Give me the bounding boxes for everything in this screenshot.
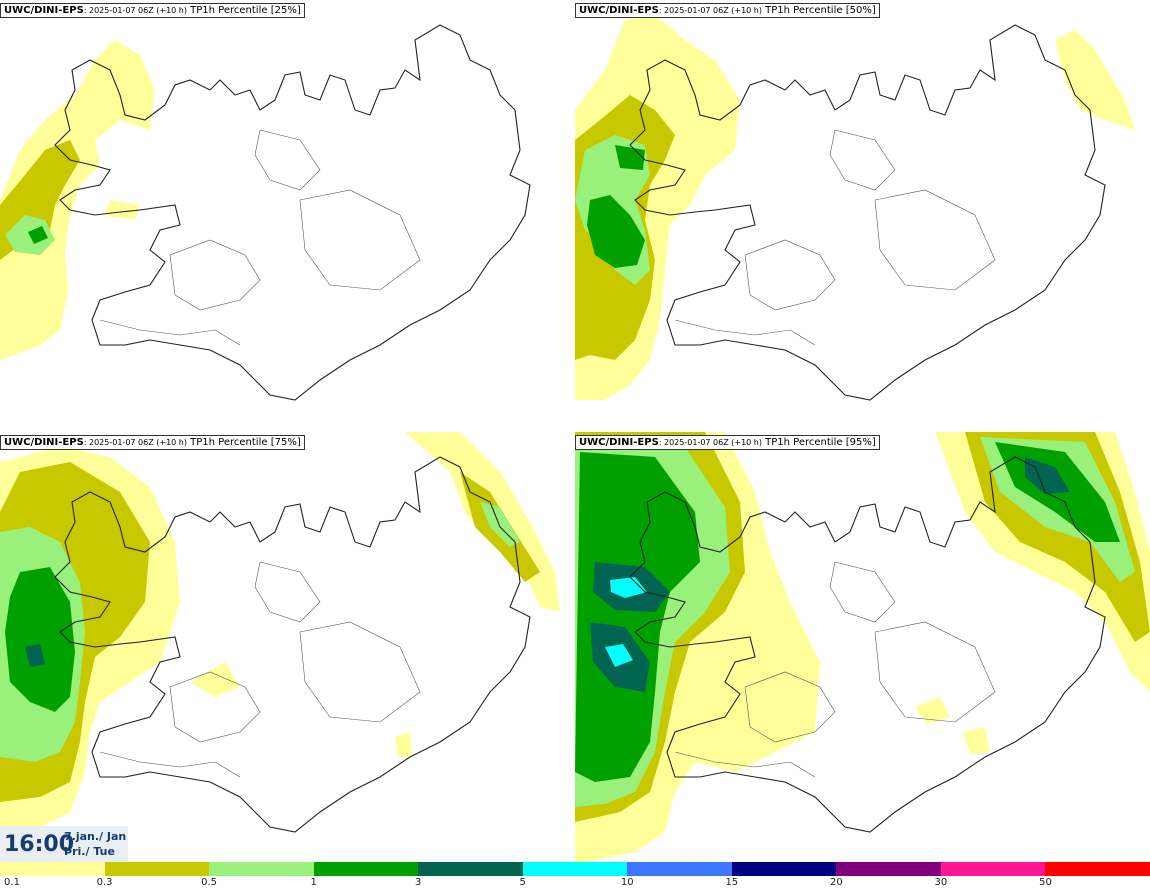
precip-area <box>395 732 412 757</box>
valid-time-box: 16:00 7.jan./ Jan Þri./ Tue <box>0 826 128 862</box>
boundary-line <box>674 751 816 778</box>
field-name: TP1h Percentile [25%] <box>186 5 301 16</box>
model-name: UWC/DINI-EPS <box>579 5 659 16</box>
legend-swatch <box>104 862 210 876</box>
legend-tick-label: 30 <box>934 877 948 888</box>
coastline <box>54 24 531 401</box>
precip-area <box>915 697 950 724</box>
boundary-line <box>874 189 996 291</box>
legend-swatch <box>731 862 837 876</box>
precip-area <box>25 644 45 667</box>
legend-swatch <box>209 862 314 876</box>
legend-swatch <box>836 862 941 876</box>
boundary-line <box>829 561 896 623</box>
run-info: : 2025-01-07 06Z (+10 h) <box>83 6 187 15</box>
boundary-line <box>674 319 816 346</box>
boundary-line <box>99 751 241 778</box>
precip-area <box>1055 30 1135 130</box>
field-name: TP1h Percentile [95%] <box>761 437 876 448</box>
precip-area <box>480 502 520 547</box>
precip-area <box>1025 457 1070 494</box>
boundary-line <box>169 671 261 743</box>
precip-map <box>575 432 1150 864</box>
legend-tick-label: 50 <box>1039 877 1052 888</box>
precip-map <box>575 15 1135 401</box>
map-panel-p50: UWC/DINI-EPS: 2025-01-07 06Z (+10 h) TP1… <box>575 0 1150 432</box>
legend-tick-label: 1 <box>310 877 317 888</box>
coastline <box>629 24 1106 401</box>
field-name: TP1h Percentile [75%] <box>186 437 301 448</box>
legend-tick-label: 10 <box>620 877 634 888</box>
precip-map <box>0 432 560 833</box>
model-name: UWC/DINI-EPS <box>4 5 84 16</box>
boundary-line <box>299 189 421 291</box>
legend-colorbar <box>0 862 1150 876</box>
precip-area <box>615 145 645 170</box>
legend-swatch <box>1045 862 1150 876</box>
panel-title: UWC/DINI-EPS: 2025-01-07 06Z (+10 h) TP1… <box>0 3 305 18</box>
boundary-line <box>829 129 896 191</box>
legend-swatch <box>0 862 105 876</box>
precip-area <box>587 195 645 268</box>
legend-tick-label: 0.3 <box>96 877 113 888</box>
map-panel-p95: UWC/DINI-EPS: 2025-01-07 06Z (+10 h) TP1… <box>575 432 1150 864</box>
boundary-line <box>169 239 261 311</box>
precip-map <box>0 24 531 401</box>
valid-hour: 16:00 <box>4 832 75 857</box>
precip-area <box>5 567 75 712</box>
boundary-line <box>254 129 321 191</box>
precip-area <box>575 452 700 782</box>
legend-ticks: 0.1 0.3 0.5 1 3 5 10 15 20 30 50 <box>0 877 1150 891</box>
panel-title: UWC/DINI-EPS: 2025-01-07 06Z (+10 h) TP1… <box>575 435 880 450</box>
legend-tick-label: 3 <box>414 877 422 888</box>
coastline <box>54 456 531 833</box>
boundary-line <box>299 621 421 723</box>
legend-swatch <box>313 862 419 876</box>
legend-tick-label: 20 <box>829 877 843 888</box>
model-name: UWC/DINI-EPS <box>579 437 659 448</box>
precip-area <box>605 644 633 667</box>
precip-area <box>105 200 140 220</box>
field-name: TP1h Percentile [50%] <box>761 5 876 16</box>
legend-swatch <box>522 862 628 876</box>
map-panel-p25: UWC/DINI-EPS: 2025-01-07 06Z (+10 h) TP1… <box>0 0 575 432</box>
model-name: UWC/DINI-EPS <box>4 437 84 448</box>
coastline <box>629 456 1106 833</box>
boundary-line <box>874 621 996 723</box>
legend-tick-label: 0.5 <box>201 877 218 888</box>
legend-swatch <box>940 862 1046 876</box>
valid-weekday: Þri./ Tue <box>64 845 115 858</box>
precip-area <box>963 727 990 754</box>
precip-area <box>610 577 647 598</box>
run-info: : 2025-01-07 06Z (+10 h) <box>83 438 187 447</box>
panel-title: UWC/DINI-EPS: 2025-01-07 06Z (+10 h) TP1… <box>0 435 305 450</box>
precip-area <box>0 40 155 360</box>
boundary-line <box>744 671 836 743</box>
run-info: : 2025-01-07 06Z (+10 h) <box>658 438 762 447</box>
precip-area <box>28 226 48 244</box>
boundary-line <box>99 319 241 346</box>
legend-swatch <box>627 862 732 876</box>
legend-tick-label: 0.1 <box>4 877 20 888</box>
color-legend: 0.1 0.3 0.5 1 3 5 10 15 20 30 50 <box>0 862 1150 891</box>
panel-title: UWC/DINI-EPS: 2025-01-07 06Z (+10 h) TP1… <box>575 3 880 18</box>
run-info: : 2025-01-07 06Z (+10 h) <box>658 6 762 15</box>
boundary-line <box>254 561 321 623</box>
valid-date: 7.jan./ Jan <box>64 830 127 843</box>
precip-area <box>190 662 240 697</box>
boundary-line <box>744 239 836 311</box>
legend-tick-label: 15 <box>725 877 739 888</box>
map-panel-p75: UWC/DINI-EPS: 2025-01-07 06Z (+10 h) TP1… <box>0 432 575 864</box>
legend-tick-label: 5 <box>519 877 526 888</box>
legend-swatch <box>418 862 523 876</box>
